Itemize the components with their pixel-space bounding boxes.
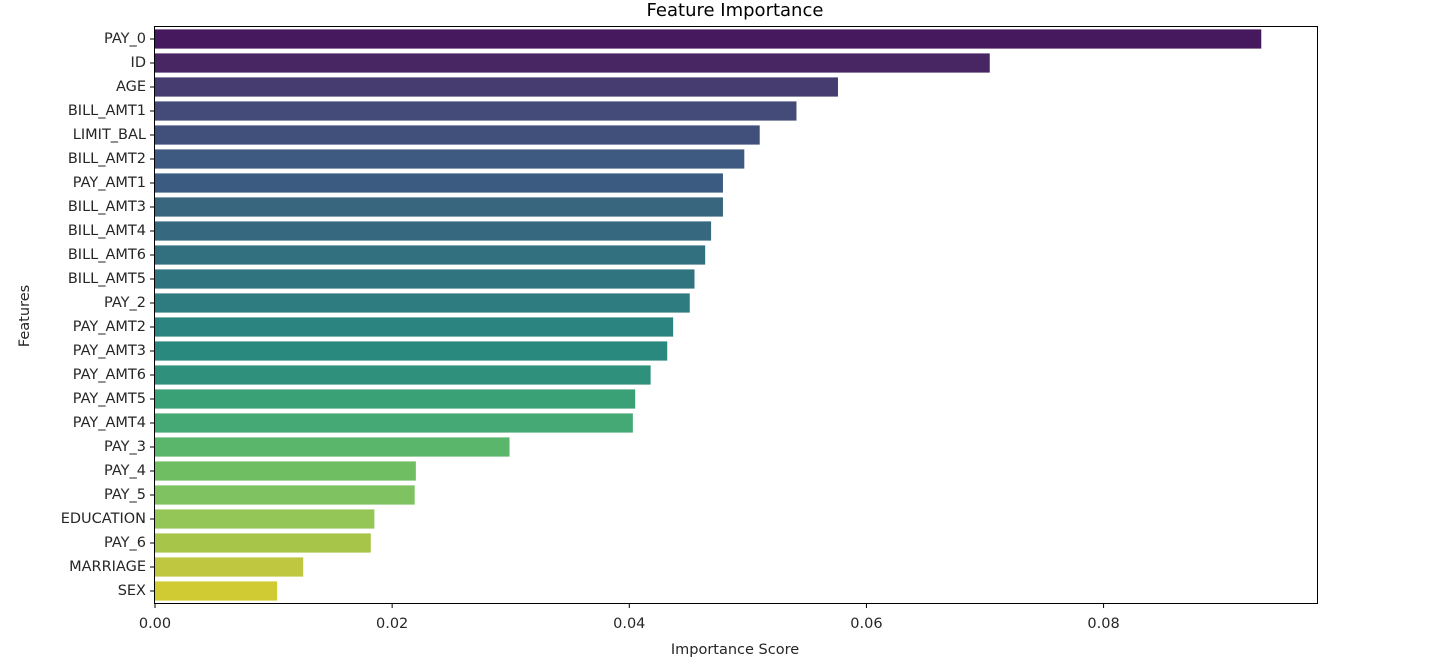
bar-bill-amt1 — [155, 101, 797, 121]
bar-id — [155, 53, 990, 73]
bar-sex — [155, 581, 278, 601]
bar-pay-5 — [155, 485, 415, 505]
bar-bill-amt5 — [155, 269, 695, 289]
y-tick-label: PAY_AMT6 — [73, 367, 146, 383]
bar-pay-0 — [155, 29, 1262, 49]
y-tick-label: PAY_AMT4 — [73, 415, 146, 431]
x-tick-label: 0.08 — [1087, 616, 1119, 632]
y-tick-label: PAY_4 — [104, 463, 146, 479]
chart-title: Feature Importance — [647, 0, 824, 21]
bar-pay-3 — [155, 437, 510, 457]
x-tick-label: 0.06 — [850, 616, 882, 632]
bar-pay-amt5 — [155, 389, 636, 409]
x-tick-label: 0.00 — [139, 616, 171, 632]
y-tick-label: PAY_2 — [104, 295, 146, 311]
bar-pay-6 — [155, 533, 371, 553]
bar-pay-2 — [155, 293, 690, 313]
bar-age — [155, 77, 838, 97]
bar-limit-bal — [155, 125, 760, 145]
y-tick-label: SEX — [118, 583, 146, 599]
y-tick-label: PAY_AMT3 — [73, 343, 146, 359]
bar-pay-amt2 — [155, 317, 674, 337]
y-tick-label: PAY_3 — [104, 439, 146, 455]
bar-bill-amt2 — [155, 149, 745, 169]
y-tick-label: ID — [131, 55, 146, 71]
y-tick-label: BILL_AMT4 — [68, 223, 146, 239]
bars-group — [155, 29, 1262, 601]
y-tick-label: BILL_AMT3 — [68, 199, 146, 215]
x-axis-ticks: 0.00 0.02 0.04 0.06 0.08 — [139, 603, 1120, 632]
bar-pay-4 — [155, 461, 416, 481]
y-axis-label: Features — [17, 285, 33, 347]
y-tick-label: LIMIT_BAL — [73, 127, 146, 143]
y-tick-label: MARRIAGE — [69, 559, 146, 575]
bar-marriage — [155, 557, 304, 577]
y-tick-label: PAY_AMT1 — [73, 175, 146, 191]
y-tick-label: EDUCATION — [61, 511, 146, 527]
y-tick-label: BILL_AMT6 — [68, 247, 146, 263]
y-tick-label: PAY_5 — [104, 487, 146, 503]
y-axis-ticks: PAY_0 ID AGE BILL_AMT1 LIMIT_BAL BILL_AMT2 PAY… — [61, 31, 155, 599]
plot-frame — [154, 26, 1318, 604]
bar-bill-amt4 — [155, 221, 712, 241]
bar-bill-amt6 — [155, 245, 706, 265]
bar-pay-amt4 — [155, 413, 633, 433]
y-tick-label: PAY_AMT2 — [73, 319, 146, 335]
y-tick-label: PAY_0 — [104, 31, 146, 47]
y-tick-label: BILL_AMT1 — [68, 103, 146, 119]
y-tick-label: PAY_6 — [104, 535, 146, 551]
x-tick-label: 0.02 — [376, 616, 408, 632]
bar-pay-amt3 — [155, 341, 668, 361]
y-tick-label: BILL_AMT2 — [68, 151, 146, 167]
bar-education — [155, 509, 375, 529]
y-tick-label: AGE — [116, 79, 146, 95]
bar-pay-amt6 — [155, 365, 651, 385]
y-tick-label: PAY_AMT5 — [73, 391, 146, 407]
y-tick-label: BILL_AMT5 — [68, 271, 146, 287]
x-tick-label: 0.04 — [613, 616, 645, 632]
bar-pay-amt1 — [155, 173, 723, 193]
x-axis-label: Importance Score — [671, 642, 799, 658]
bar-bill-amt3 — [155, 197, 723, 217]
